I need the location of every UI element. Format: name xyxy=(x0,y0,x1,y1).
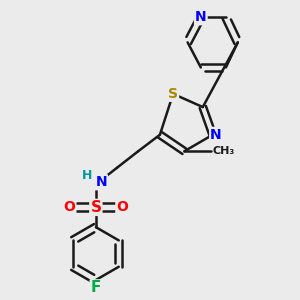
Text: CH₃: CH₃ xyxy=(212,146,234,156)
Text: H: H xyxy=(82,169,92,182)
Text: N: N xyxy=(95,175,107,189)
Text: F: F xyxy=(91,280,101,296)
Text: N: N xyxy=(210,128,222,142)
Text: N: N xyxy=(195,10,207,24)
Text: S: S xyxy=(90,200,101,215)
Text: S: S xyxy=(168,87,178,101)
Text: O: O xyxy=(64,200,75,214)
Text: O: O xyxy=(116,200,128,214)
